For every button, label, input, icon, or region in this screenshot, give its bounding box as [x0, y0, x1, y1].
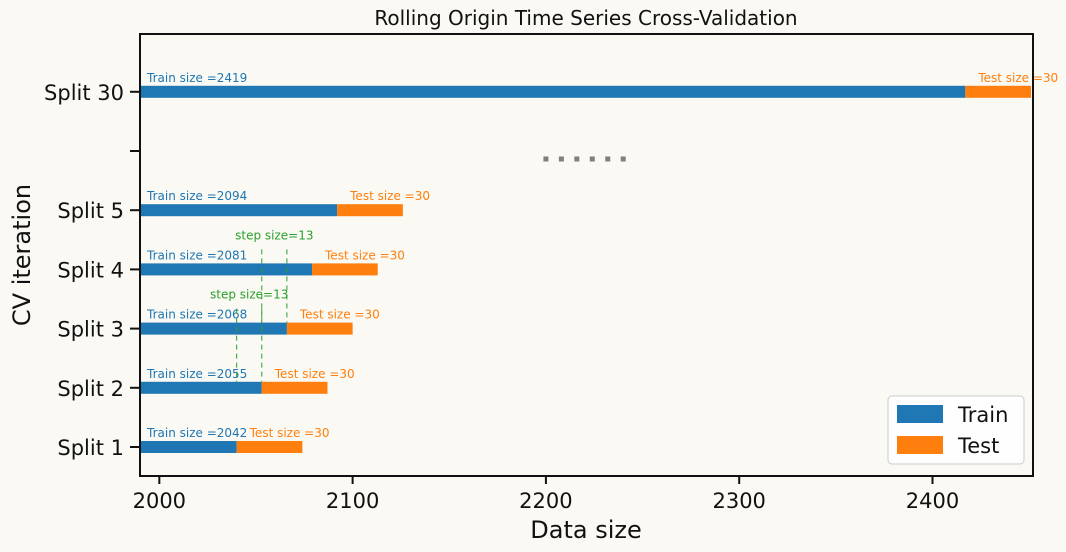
- ellipsis-dot: [620, 156, 626, 162]
- test-size-label: Test size =30: [274, 367, 355, 381]
- train-size-label: Train size =2081: [146, 248, 247, 262]
- train-size-label: Train size =2419: [146, 71, 247, 85]
- train-bar: [140, 381, 262, 394]
- train-size-label: Train size =2055: [146, 367, 247, 381]
- plot-area: 2000 2100 2200 2300 2400 Split 1 Split 2 Split …: [44, 71, 1058, 513]
- y-tick-label: Split 30: [44, 81, 124, 105]
- test-bar: [236, 441, 303, 453]
- train-size-label: Train size =2094: [146, 189, 247, 203]
- x-tick-label: 2100: [326, 489, 379, 513]
- test-size-label: Test size =30: [977, 71, 1058, 85]
- x-tick-label: 2200: [519, 489, 572, 513]
- ellipsis-dot: [543, 156, 549, 162]
- plot-frame: [139, 33, 1034, 477]
- step-size-label: step size=13: [235, 228, 313, 242]
- test-size-label: Test size =30: [349, 189, 430, 203]
- x-axis-label: Data size: [530, 516, 641, 544]
- x-tick-label: 2300: [712, 489, 765, 513]
- ellipsis-dot: [605, 156, 611, 162]
- test-bar: [965, 85, 1032, 98]
- train-size-label: Train size =2068: [146, 308, 247, 322]
- test-bar: [286, 322, 353, 335]
- test-bar: [312, 263, 378, 276]
- legend: Train Test: [887, 395, 1025, 465]
- y-axis-label: CV iteration: [8, 184, 36, 326]
- y-tick-label: Split 1: [57, 436, 124, 460]
- y-tick-label: Split 3: [57, 318, 124, 342]
- x-tick-label: 2400: [906, 489, 959, 513]
- y-tick-label: Split 4: [57, 258, 124, 282]
- train-bar: [140, 441, 237, 453]
- chart-title: Rolling Origin Time Series Cross-Validat…: [374, 6, 797, 30]
- y-tick-label: Split 2: [57, 377, 124, 401]
- train-bar: [140, 85, 966, 98]
- train-bar: [140, 322, 287, 335]
- train-size-label: Train size =2042: [146, 426, 247, 440]
- test-size-label: Test size =30: [299, 308, 380, 322]
- ellipsis-dot: [589, 156, 595, 162]
- y-tick-label: Split 5: [57, 199, 124, 223]
- test-size-label: Test size =30: [249, 426, 330, 440]
- legend-swatch: [897, 436, 943, 454]
- legend-label: Test: [957, 434, 999, 458]
- x-tick-label: 2000: [133, 489, 186, 513]
- train-bar: [140, 204, 338, 217]
- test-bar: [261, 381, 328, 394]
- legend-swatch: [897, 405, 943, 423]
- ellipsis-dot: [558, 156, 564, 162]
- legend-label: Train: [957, 403, 1008, 427]
- ellipsis-dot: [574, 156, 580, 162]
- test-bar: [337, 204, 403, 217]
- step-size-label: step size=13: [210, 288, 288, 302]
- train-bar: [140, 263, 313, 276]
- test-size-label: Test size =30: [324, 248, 405, 262]
